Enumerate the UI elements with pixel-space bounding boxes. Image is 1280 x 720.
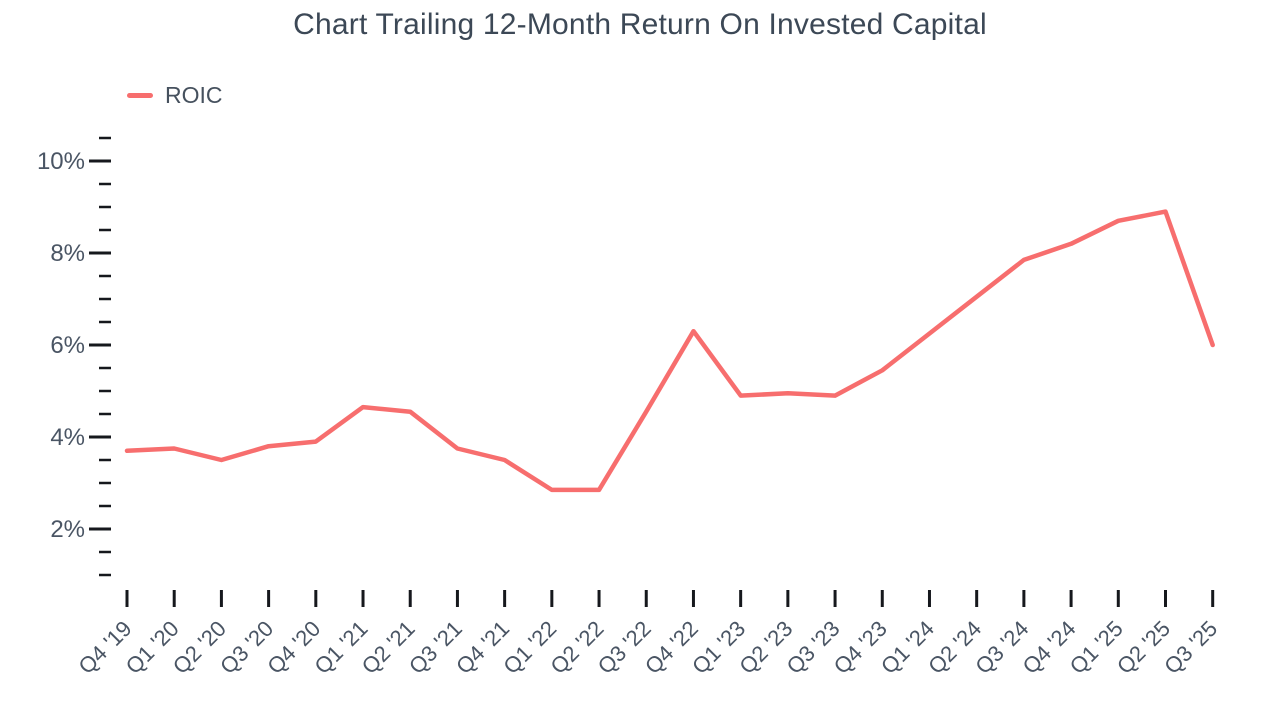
- x-axis-label: Q3 '24: [970, 616, 1033, 679]
- y-axis-label: 8%: [50, 240, 85, 267]
- y-axis-label: 6%: [50, 332, 85, 359]
- x-axis-label: Q3 '20: [215, 616, 278, 679]
- x-axis-label: Q1 '20: [121, 616, 184, 679]
- x-axis-label: Q1 '21: [310, 616, 373, 679]
- x-axis-label: Q1 '24: [876, 616, 939, 679]
- roic-legend-label: ROIC: [165, 82, 223, 108]
- x-axis-label: Q1 '23: [687, 616, 750, 679]
- x-axis-label: Q3 '23: [782, 616, 845, 679]
- chart-title: Chart Trailing 12-Month Return On Invest…: [293, 8, 987, 41]
- x-axis-label: Q2 '25: [1112, 616, 1175, 679]
- x-axis-label: Q2 '23: [734, 616, 797, 679]
- x-axis-label: Q2 '24: [923, 616, 986, 679]
- x-axis-label: Q4 '22: [640, 616, 703, 679]
- y-axis-label: 2%: [50, 516, 85, 543]
- x-axis-label: Q4 '20: [262, 616, 325, 679]
- x-axis-label: Q3 '21: [404, 616, 467, 679]
- x-axis-label: Q4 '21: [451, 616, 514, 679]
- x-axis-label: Q2 '21: [357, 616, 420, 679]
- x-axis-label: Q4 '19: [74, 616, 137, 679]
- x-axis-label: Q2 '22: [546, 616, 609, 679]
- x-axis-label: Q4 '24: [1018, 616, 1081, 679]
- legend: ROIC: [127, 82, 223, 109]
- roic-legend-swatch-icon: [127, 93, 153, 98]
- x-axis-label: Q4 '23: [829, 616, 892, 679]
- x-axis-label: Q3 '25: [1159, 616, 1222, 679]
- y-axis-label: 4%: [50, 424, 85, 451]
- roic-line: [124, 209, 1215, 493]
- x-axis-label: Q1 '25: [1065, 616, 1128, 679]
- x-axis-label: Q1 '22: [498, 616, 561, 679]
- x-axis-label: Q3 '22: [593, 616, 656, 679]
- x-axis-label: Q2 '20: [168, 616, 231, 679]
- y-axis-label: 10%: [37, 148, 85, 175]
